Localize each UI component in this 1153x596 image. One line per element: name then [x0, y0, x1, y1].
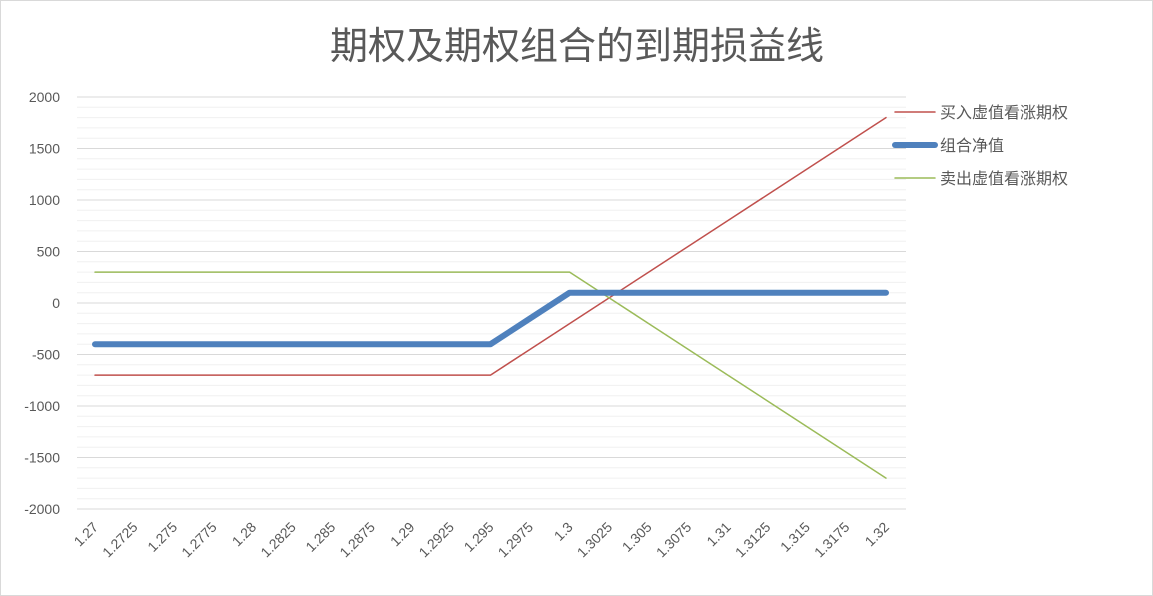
series-line-2 [92, 289, 889, 348]
x-tick-label: 1.2875 [336, 519, 378, 561]
x-tick-label: 1.3 [551, 519, 576, 544]
series-line-1 [94, 116, 887, 376]
x-tick-label: 1.285 [302, 519, 338, 555]
x-tick-label: 1.2775 [178, 519, 220, 561]
x-tick-label: 1.295 [461, 519, 497, 555]
x-tick-label: 1.3175 [811, 519, 853, 561]
y-tick-label: -500 [32, 347, 60, 363]
x-tick-label: 1.2975 [495, 519, 537, 561]
x-tick-label: 1.32 [862, 519, 893, 550]
x-tick-label: 1.305 [619, 519, 655, 555]
legend-label: 组合净值 [940, 136, 1004, 155]
y-tick-label: 500 [37, 244, 61, 260]
x-tick-label: 1.2925 [415, 519, 457, 561]
legend-label: 买入虚值看涨期权 [940, 103, 1068, 122]
x-tick-label: 1.31 [703, 519, 734, 550]
y-tick-label: 1000 [29, 192, 60, 208]
y-axis-ticks: 2000 1500 1000 500 0 -500 -1000 -1500 -2000 [24, 89, 60, 517]
chart-title: 期权及期权组合的到期损益线 [330, 24, 824, 68]
y-tick-label: -1000 [24, 398, 60, 414]
x-tick-label: 1.2825 [257, 519, 299, 561]
x-tick-label: 1.3075 [653, 519, 695, 561]
x-tick-label: 1.315 [777, 519, 813, 555]
y-tick-label: 0 [52, 295, 60, 311]
x-tick-label: 1.3025 [574, 519, 616, 561]
x-tick-label: 1.28 [229, 519, 260, 550]
y-tick-label: -1500 [24, 450, 60, 466]
legend-label: 卖出虚值看涨期权 [940, 169, 1068, 188]
x-tick-label: 1.2725 [99, 519, 141, 561]
series-line-3 [94, 271, 887, 479]
x-tick-label: 1.3125 [732, 519, 774, 561]
x-tick-label: 1.27 [71, 519, 102, 550]
y-tick-label: 1500 [29, 141, 60, 157]
grid-lines [77, 96, 906, 510]
x-tick-label: 1.275 [144, 519, 180, 555]
y-tick-label: -2000 [24, 501, 60, 517]
y-tick-label: 2000 [29, 89, 60, 105]
x-tick-label: 1.29 [387, 519, 418, 550]
series-lines [92, 116, 889, 479]
